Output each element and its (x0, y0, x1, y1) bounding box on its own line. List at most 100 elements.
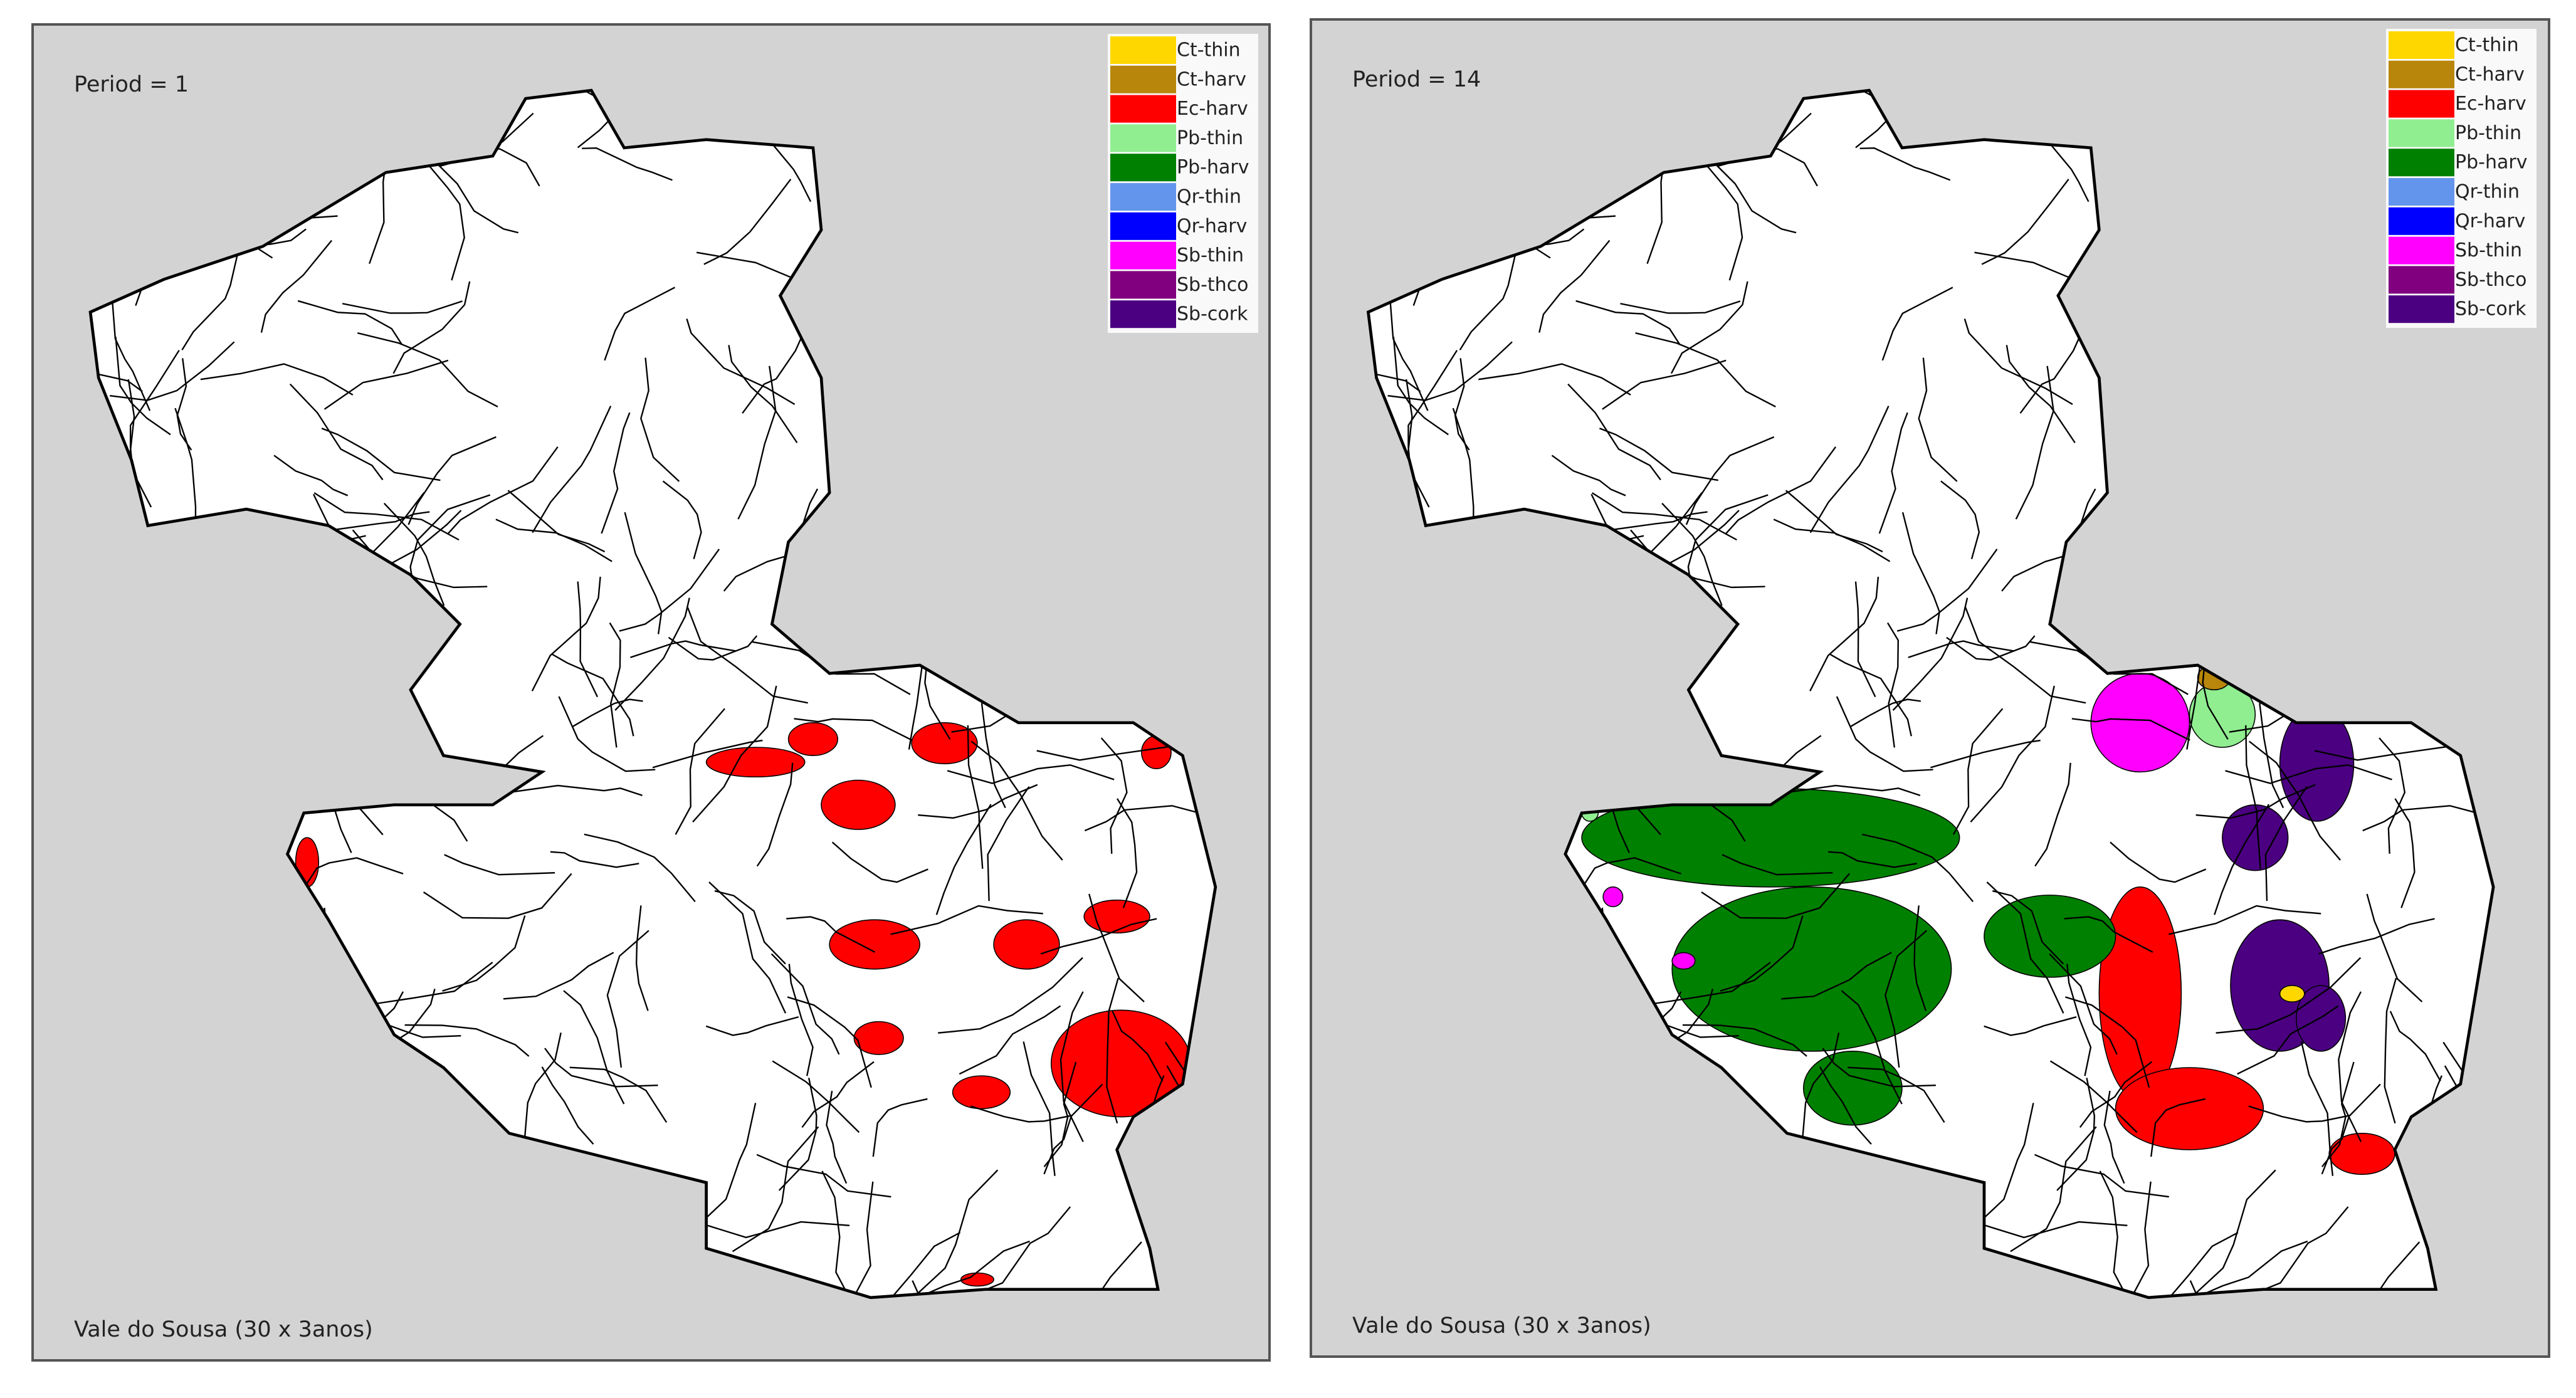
legend-label: Qr-harv (1177, 215, 1247, 237)
parcel-boundary (1785, 490, 1883, 553)
parcel-boundary (2195, 784, 2316, 819)
parcel-boundary (624, 512, 663, 634)
parcel-boundary (1969, 1103, 2034, 1232)
treated-parcel (2328, 1133, 2395, 1175)
legend-swatch (1110, 124, 1176, 152)
parcel-boundary (301, 857, 404, 893)
parcel-boundary (1725, 446, 1837, 535)
legend-label: Sb-cork (1177, 303, 1248, 325)
parcel-boundary (447, 446, 559, 535)
parcel-boundary (507, 490, 606, 553)
legend-swatch (2389, 236, 2454, 265)
legend-swatch (1110, 95, 1176, 123)
parcel-boundary (404, 1024, 530, 1057)
parcel-boundary (2338, 991, 2362, 1142)
parcel-boundary (604, 286, 676, 361)
legend-label: Pb-thin (1177, 127, 1243, 149)
parcel-boundary (1602, 359, 1727, 410)
parcel-boundary (770, 953, 840, 1055)
parcel-boundary (1884, 930, 1927, 1068)
parcel-boundary (1611, 511, 1708, 531)
parcel-boundary (1701, 873, 1850, 919)
map-panel: Period = 1 Vale do Sousa (30 x 3anos) Ct-t… (31, 23, 1271, 1362)
parcel-boundary (708, 881, 787, 1014)
parcel-boundary (2248, 1105, 2351, 1123)
parcel-boundary (630, 640, 737, 658)
parcel-boundary (1940, 480, 1980, 560)
parcel-boundary (1878, 412, 1908, 534)
legend-swatch (2389, 119, 2454, 147)
parcel-boundary (1848, 1066, 1945, 1123)
parcel-boundary (1023, 1041, 1056, 1176)
parcel-boundary (1789, 784, 1921, 796)
legend-label: Qr-thin (2455, 181, 2520, 203)
parcel-boundary (297, 300, 403, 345)
parcel-boundary (2066, 964, 2092, 1076)
parcel-boundary (2034, 1154, 2169, 1198)
parcel-boundary (273, 455, 349, 497)
parcel-boundary (2064, 916, 2153, 953)
parcel-boundary (675, 708, 725, 835)
parcel-boundary (1112, 1011, 1164, 1082)
parcel-boundary (423, 873, 572, 919)
parcel-boundary (916, 1169, 999, 1295)
parcel-boundary (2389, 1011, 2441, 1082)
parcel-boundary (1387, 341, 1513, 401)
legend-label: Ec-harv (1177, 98, 1248, 120)
parcel-boundary (826, 1090, 848, 1184)
parcel-boundary (1964, 318, 2073, 406)
parcel-boundary (1984, 1221, 2128, 1239)
legend-label: Pb-harv (1177, 157, 1249, 179)
parcel-boundary (609, 622, 621, 748)
parcel-boundary (686, 318, 796, 406)
legend-swatch (1110, 212, 1176, 240)
parcel-boundary (2216, 957, 2362, 1034)
parcel-boundary (1892, 597, 1969, 711)
parcel-boundary (1682, 1024, 1807, 1057)
parcel-boundary (1164, 1041, 1216, 1157)
parcel-boundary (111, 293, 151, 411)
parcel-boundary (436, 162, 519, 234)
parcel-boundary (2225, 764, 2392, 784)
period-label: Period = 14 (1352, 67, 1481, 92)
legend-swatch (1110, 154, 1176, 182)
period-label: Period = 1 (74, 72, 189, 97)
parcel-boundary (1407, 350, 1458, 464)
parcel-boundary (1986, 881, 2064, 1014)
parcel-boundary (788, 964, 814, 1076)
treated-parcel (2098, 886, 2182, 1101)
parcel-boundary (2442, 1041, 2494, 1157)
caption: Vale do Sousa (30 x 3anos) (1352, 1313, 1651, 1338)
parcel-boundary (392, 281, 471, 374)
legend-label: Sb-thco (1177, 274, 1249, 296)
parcel-boundary (1913, 905, 1927, 1011)
treated-parcel (821, 779, 896, 830)
parcel-boundary (2034, 762, 2071, 867)
parcel-boundary (1670, 281, 1748, 374)
legend-label: Ct-harv (2455, 63, 2525, 85)
parcel-boundary (550, 653, 634, 737)
parcel-boundary (1084, 805, 1200, 832)
parcel-boundary (1714, 162, 1797, 234)
parcel-boundary (2245, 725, 2261, 869)
parcel-boundary (2056, 1078, 2096, 1191)
parcel-boundary (2379, 737, 2406, 854)
parcel-boundary (1861, 833, 1974, 902)
parcel-boundary (2168, 905, 2321, 935)
legend-swatch (2389, 31, 2454, 59)
parcel-boundary (2362, 805, 2478, 832)
parcel-boundary (2019, 325, 2086, 414)
parcel-boundary (115, 337, 171, 436)
legend-swatch (2389, 90, 2454, 118)
parcel-boundary (342, 300, 463, 314)
parcel-boundary (2318, 918, 2435, 955)
parcel-boundary (1059, 991, 1084, 1142)
parcel-boundary (705, 1016, 799, 1036)
legend-swatch (1110, 271, 1176, 299)
legend-label: Ct-thin (1177, 39, 1241, 61)
parcel-boundary (289, 383, 384, 481)
legend-swatch (2389, 266, 2454, 294)
treated-parcel (787, 722, 838, 756)
parcel-boundary (510, 784, 643, 796)
legend-swatch (2389, 207, 2454, 235)
